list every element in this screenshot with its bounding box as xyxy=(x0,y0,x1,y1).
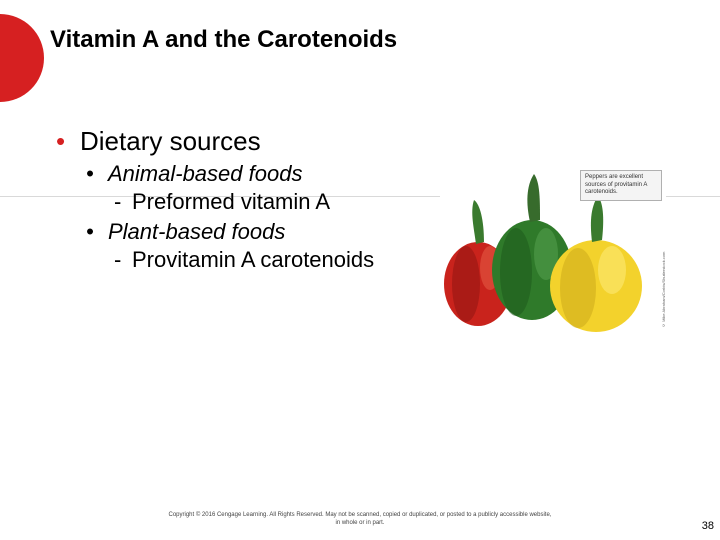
title-accent-circle xyxy=(0,14,44,102)
yellow-pepper-shape xyxy=(550,196,642,332)
figure-peppers: Peppers are excellent sources of provita… xyxy=(440,164,666,336)
bullet-l2a-text: Animal-based foods xyxy=(108,161,302,186)
figure-caption: Peppers are excellent sources of provita… xyxy=(580,170,662,201)
footer-line2: in whole or in part. xyxy=(335,520,384,526)
bullet-l2b-text: Plant-based foods xyxy=(108,219,285,244)
slide-title: Vitamin A and the Carotenoids xyxy=(50,26,397,54)
copyright-footer: Copyright © 2016 Cengage Learning. All R… xyxy=(0,512,720,528)
figure-credit: © Mike Abraham/Corbis/Shutterstock.com xyxy=(662,228,668,328)
footer-line1: Copyright © 2016 Cengage Learning. All R… xyxy=(169,512,552,518)
bullet-l1-text: Dietary sources xyxy=(80,126,261,156)
bullet-l3a-text: Preformed vitamin A xyxy=(132,189,330,214)
bullet-l3b-text: Provitamin A carotenoids xyxy=(132,247,374,272)
page-number: 38 xyxy=(702,520,714,532)
